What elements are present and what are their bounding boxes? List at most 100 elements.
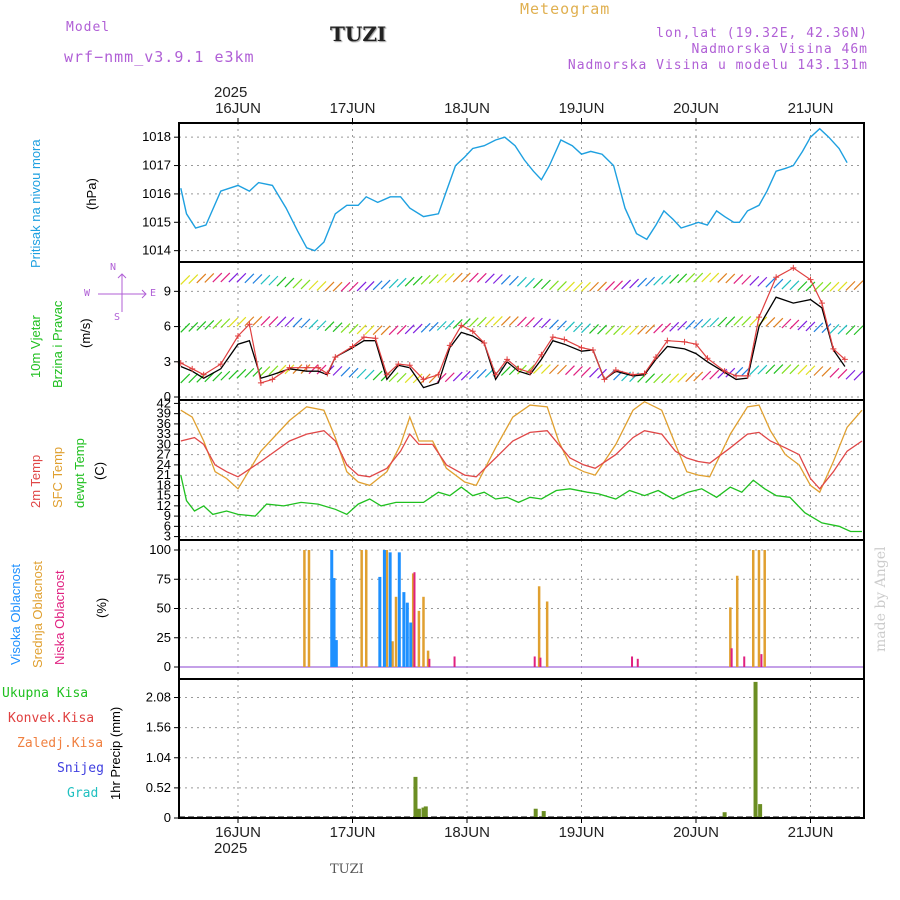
precip-tick-label: 0.52 xyxy=(146,780,171,795)
wind-barb xyxy=(492,274,503,284)
compass-e: E xyxy=(150,288,157,299)
wind-barb xyxy=(532,317,543,328)
temp-tick-label: 42 xyxy=(157,395,171,410)
temp-tick-label: 27 xyxy=(157,447,171,462)
wind-barb xyxy=(300,318,311,329)
wind-tick-label: 6 xyxy=(164,319,171,334)
wind-barb xyxy=(252,316,263,326)
wind-barb xyxy=(653,275,664,286)
pressure-tick-label: 1016 xyxy=(142,186,171,201)
wind-barb xyxy=(661,373,672,384)
wind-gust-marker xyxy=(733,372,740,379)
high-cloud-bar xyxy=(334,640,338,667)
wind-barb xyxy=(388,278,399,289)
wind-barb xyxy=(404,373,415,384)
day-label-top: 16JUN xyxy=(215,100,261,117)
wind-barb xyxy=(500,274,511,285)
wind-barb xyxy=(837,324,848,335)
wind-barb xyxy=(452,371,463,382)
wind-gust-marker xyxy=(360,334,367,341)
wind-barb xyxy=(484,316,495,327)
wind-barb xyxy=(613,325,623,336)
wind-barb xyxy=(236,368,247,379)
temp-tick-label: 12 xyxy=(157,498,171,513)
wind-barb xyxy=(797,320,808,331)
compass-s: S xyxy=(114,312,121,323)
wind-barb xyxy=(532,364,543,374)
pressure-frame xyxy=(178,122,865,263)
temp-2m-line xyxy=(180,429,863,490)
wind-barb xyxy=(276,316,287,327)
low-cloud-bar xyxy=(533,656,536,667)
wind-barb xyxy=(781,364,792,374)
wind-barb xyxy=(597,281,607,292)
model-label: Model xyxy=(66,20,111,35)
low-cloud-bar xyxy=(743,656,746,667)
wind-gust-marker xyxy=(664,337,671,344)
wind-barb xyxy=(188,322,199,332)
wind-gust-marker xyxy=(395,361,402,368)
wind-barb xyxy=(220,370,231,381)
high-cloud-bar xyxy=(378,576,382,667)
wind-barb xyxy=(188,373,199,384)
axes: 1014101510161017101803693691215182124273… xyxy=(142,100,865,841)
wind-gust-marker xyxy=(641,370,648,377)
wind-barb xyxy=(765,364,776,375)
wind-gust-marker xyxy=(830,345,837,352)
wind-barb xyxy=(372,325,383,336)
wind-barb xyxy=(180,322,191,333)
wind-barb xyxy=(428,274,439,284)
mid-cloud-bar xyxy=(360,550,363,667)
wind-barb xyxy=(845,369,856,380)
wind-barb xyxy=(340,366,351,377)
wind-barb xyxy=(324,281,335,292)
mid-cloud-bar xyxy=(426,650,430,667)
wind-gust-marker xyxy=(504,356,511,363)
wind-barb xyxy=(557,320,567,331)
wind-barb xyxy=(484,273,495,284)
mid-cloud-bar xyxy=(545,601,549,667)
wind-barb xyxy=(813,322,824,333)
wind-tick-label: 0 xyxy=(164,389,171,404)
wind-barb xyxy=(829,324,840,334)
day-label-bottom: 16JUN xyxy=(215,824,261,841)
wind-barb xyxy=(380,279,391,290)
wind-barb xyxy=(853,325,864,336)
wind-gust-marker xyxy=(526,369,533,376)
wind-barb xyxy=(396,324,407,335)
wind-barb xyxy=(837,368,848,379)
wind-barb xyxy=(356,368,367,379)
wind-barb xyxy=(589,281,599,292)
wind-barb xyxy=(292,278,303,289)
wind-barb xyxy=(524,364,535,375)
wind-barb xyxy=(725,273,736,284)
wind-gust-marker xyxy=(235,332,241,339)
wind-barb xyxy=(236,316,247,327)
wind-barb xyxy=(765,317,776,327)
wind-barb xyxy=(621,325,631,336)
mid-cloud-bar xyxy=(307,550,311,667)
wind-barb xyxy=(813,366,824,376)
wind-gust-marker xyxy=(200,371,207,378)
legend-convective-rain: Konvek.Kisa xyxy=(8,711,95,726)
wind-barb xyxy=(404,276,415,287)
wind-barb xyxy=(565,321,575,332)
precip-bar xyxy=(423,806,428,818)
wind-barb xyxy=(757,276,768,287)
wind-gust-marker xyxy=(578,344,585,351)
day-label-top: 20JUN xyxy=(673,100,719,117)
wind-barb xyxy=(637,277,648,288)
wind-gust-marker xyxy=(744,372,751,379)
wind-barb xyxy=(709,272,720,283)
wind-gust-marker xyxy=(257,379,264,386)
high-cloud-bar xyxy=(330,550,334,667)
wind-barb xyxy=(557,364,567,375)
wind-barb xyxy=(268,316,279,326)
precip-bar xyxy=(533,808,538,818)
year-top: 2025 xyxy=(214,84,248,101)
legend-snow: Snijeg xyxy=(57,761,104,776)
wind-tick-label: 3 xyxy=(164,354,171,369)
wind-barb xyxy=(292,317,303,328)
wind-barb xyxy=(645,324,656,335)
wind-barb xyxy=(565,281,575,292)
